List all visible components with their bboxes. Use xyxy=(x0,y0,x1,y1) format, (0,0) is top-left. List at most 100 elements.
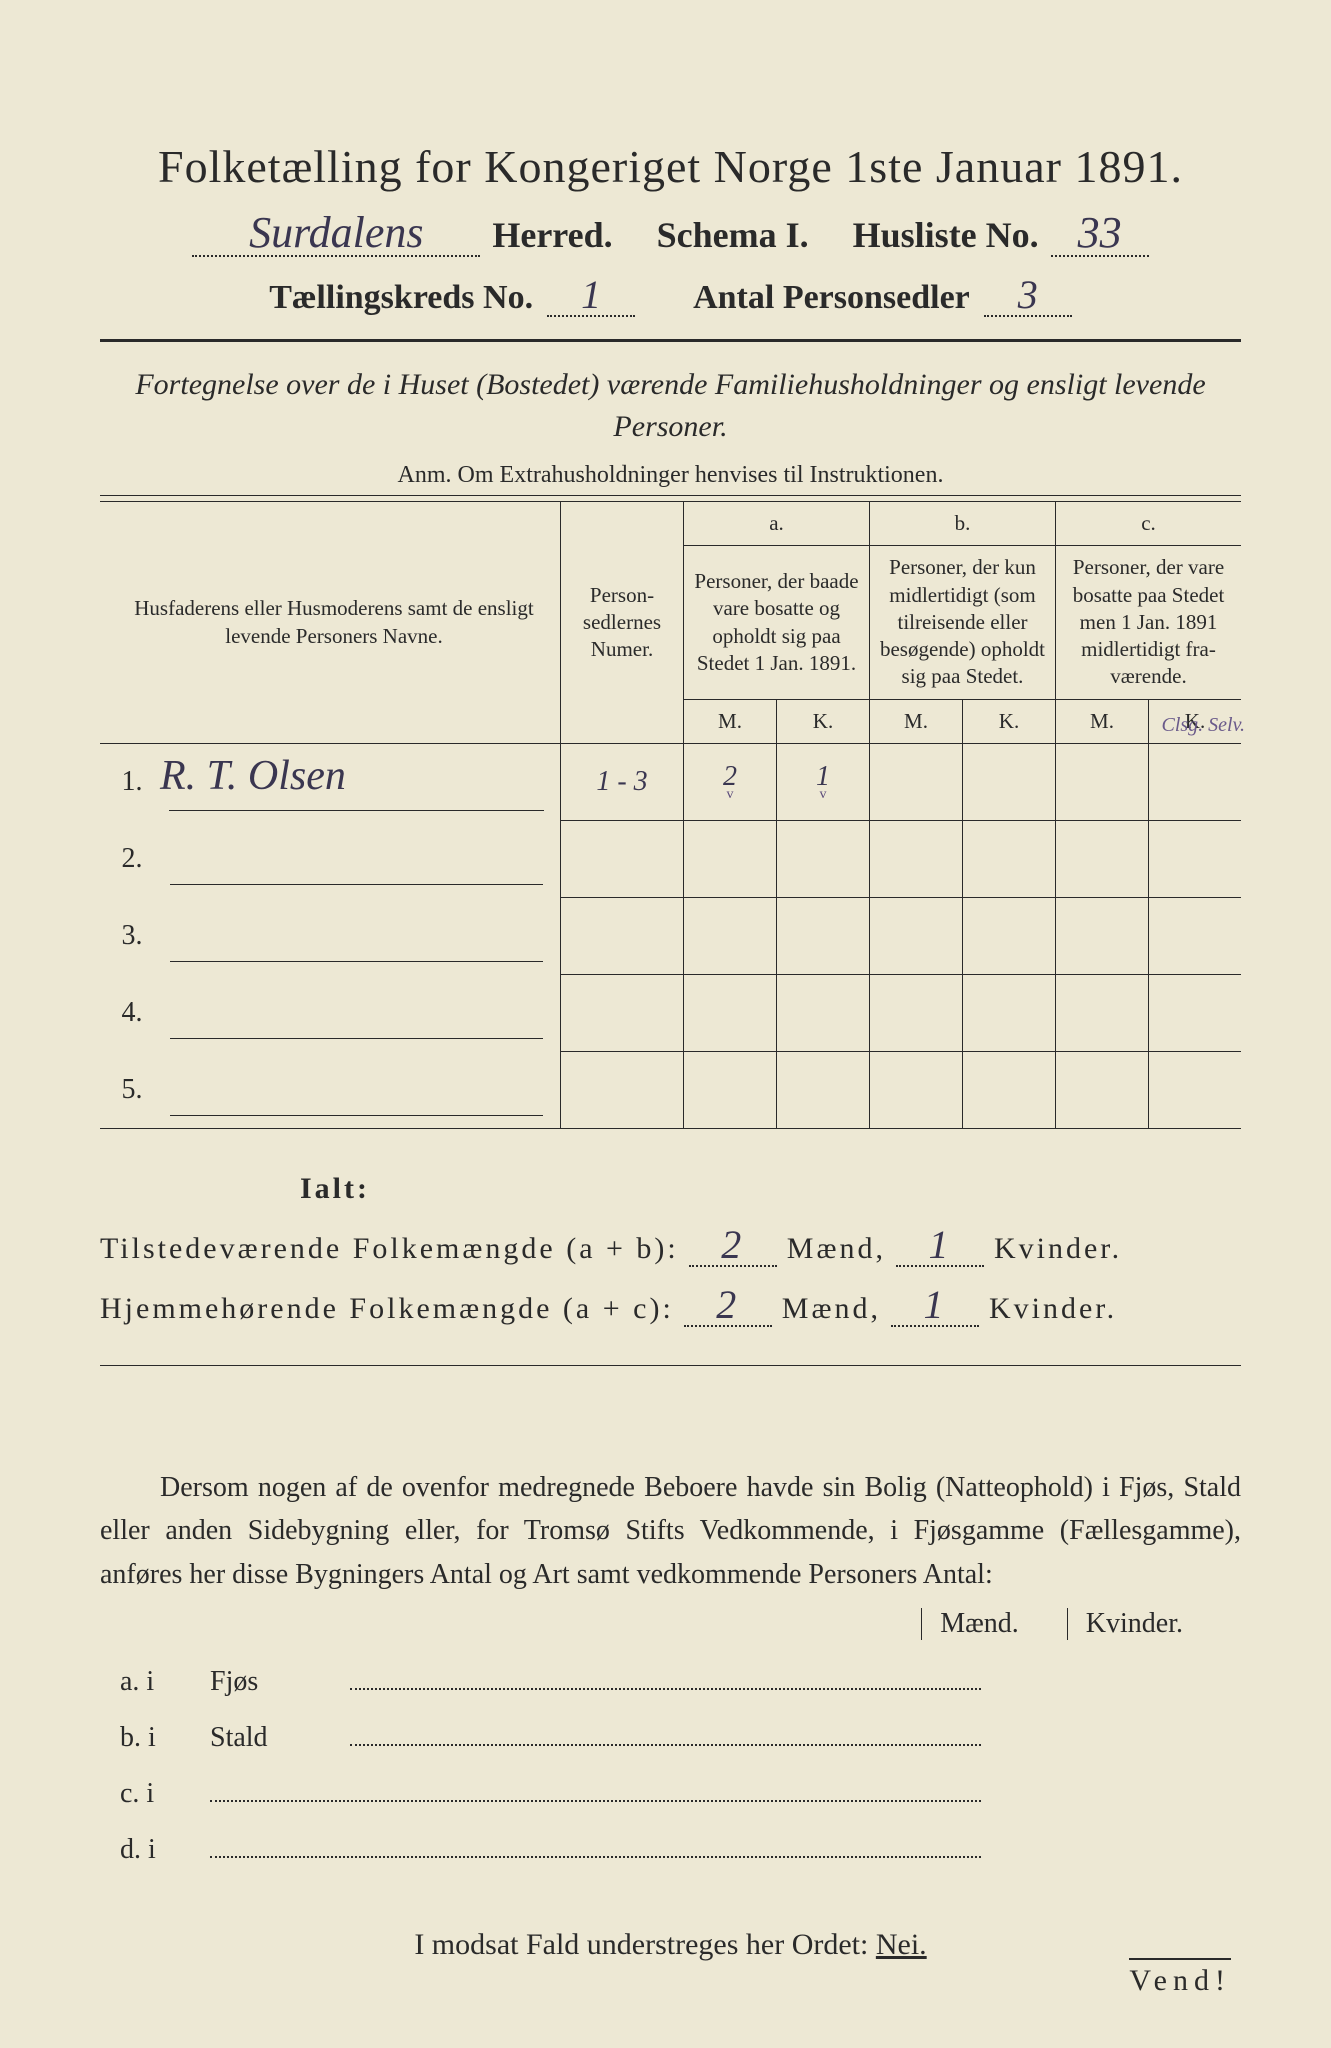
col-bm: M. xyxy=(870,699,963,743)
item-word: Stald xyxy=(210,1710,350,1766)
row-cm xyxy=(1056,821,1149,898)
dotted-line xyxy=(210,1831,981,1858)
row-am: 2v xyxy=(684,744,777,821)
item-lead: d. i xyxy=(100,1822,210,1878)
row-cm xyxy=(1056,898,1149,975)
col-bk: K. xyxy=(963,699,1056,743)
row-am xyxy=(684,975,777,1052)
personsedler-value: 3 xyxy=(984,275,1072,317)
col-a-desc: Personer, der baade vare bosatte og opho… xyxy=(684,546,870,699)
row-ak: 1v xyxy=(777,744,870,821)
row-am xyxy=(684,821,777,898)
kreds-value: 1 xyxy=(547,275,635,317)
row-name-cell xyxy=(153,821,561,898)
col-ak: K. xyxy=(777,699,870,743)
col-cm: M. xyxy=(1056,699,1149,743)
table-row: 5. xyxy=(100,1052,1241,1129)
item-lead: c. i xyxy=(100,1766,210,1822)
list-item: a. i Fjøs xyxy=(100,1654,1241,1710)
row-ak xyxy=(777,975,870,1052)
list-item: d. i xyxy=(100,1822,1241,1878)
row-ck xyxy=(1149,975,1242,1052)
row-numer: 1 - 3 xyxy=(561,744,684,821)
totals-m2: 2 xyxy=(684,1285,772,1327)
row-num: 2. xyxy=(100,821,153,898)
kvinder-label: Kvinder. xyxy=(989,1279,1117,1339)
row-bk xyxy=(963,975,1056,1052)
divider xyxy=(100,1365,1241,1366)
totals-line-resident: Hjemmehørende Folkemængde (a + c): 2 Mæn… xyxy=(100,1279,1241,1339)
row-num: 5. xyxy=(100,1052,153,1129)
item-lead: b. i xyxy=(100,1710,210,1766)
dotted-line xyxy=(350,1719,981,1746)
sidebuilding-list: a. i Fjøs b. i Stald c. i d. i xyxy=(100,1654,1241,1878)
nei-line: I modsat Fald understreges her Ordet: Ne… xyxy=(100,1928,1241,1962)
row-ck: Clsg. Selv. xyxy=(1149,744,1242,821)
maend-label: Mænd, xyxy=(787,1219,886,1279)
totals-m1: 2 xyxy=(689,1225,777,1267)
totals-k1: 1 xyxy=(896,1225,984,1267)
row-numer xyxy=(561,1052,684,1129)
row-numer-val: 1 - 3 xyxy=(596,766,647,797)
divider xyxy=(100,495,1241,496)
list-item: c. i xyxy=(100,1766,1241,1822)
col-numer: Person­sedler­nes Numer. xyxy=(561,502,684,744)
row-num: 4. xyxy=(100,975,153,1052)
table-row: 4. xyxy=(100,975,1241,1052)
item-word: Fjøs xyxy=(210,1654,350,1710)
dotted-line xyxy=(350,1663,981,1690)
row-numer xyxy=(561,975,684,1052)
sidebuilding-text: Dersom nogen af de ovenfor medregnede Be… xyxy=(100,1472,1241,1590)
col-names-text: Husfaderens eller Husmoderens samt de en… xyxy=(134,596,533,647)
divider xyxy=(100,339,1241,342)
anm-note: Anm. Om Extrahusholdninger henvises til … xyxy=(100,462,1241,489)
row-name-cell xyxy=(153,1052,561,1129)
row-cm xyxy=(1056,975,1149,1052)
vend-label: Vend! xyxy=(1129,1958,1231,1998)
dotted-line xyxy=(210,1775,981,1802)
row-ck xyxy=(1149,821,1242,898)
household-table: Husfaderens eller Husmoderens samt de en… xyxy=(100,501,1241,1129)
totals-present-label: Tilstedeværende Folkemængde (a + b): xyxy=(100,1219,679,1279)
row-ak xyxy=(777,821,870,898)
row-ak xyxy=(777,898,870,975)
col-names: Husfaderens eller Husmoderens samt de en… xyxy=(100,502,561,744)
row-ck xyxy=(1149,1052,1242,1129)
subtitle: Fortegnelse over de i Huset (Bostedet) v… xyxy=(100,364,1241,448)
row-am xyxy=(684,898,777,975)
totals-block: Ialt: Tilstedeværende Folkemængde (a + b… xyxy=(100,1159,1241,1339)
row-num: 3. xyxy=(100,898,153,975)
maend-label: Mænd, xyxy=(782,1279,881,1339)
col-c-top: c. xyxy=(1056,502,1242,546)
herred-value: Surdalens xyxy=(192,211,480,257)
row-bm xyxy=(870,744,963,821)
row-bk xyxy=(963,1052,1056,1129)
totals-line-present: Tilstedeværende Folkemængde (a + b): 2 M… xyxy=(100,1219,1241,1279)
row-bm xyxy=(870,898,963,975)
item-lead: a. i xyxy=(100,1654,210,1710)
totals-k2: 1 xyxy=(891,1285,979,1327)
row-bk xyxy=(963,898,1056,975)
row-bm xyxy=(870,821,963,898)
divider xyxy=(100,1128,1241,1129)
row-name-cell xyxy=(153,975,561,1052)
row-num: 1. xyxy=(100,744,153,821)
row-numer xyxy=(561,821,684,898)
totals-resident-label: Hjemmehørende Folkemængde (a + c): xyxy=(100,1279,674,1339)
row-ak xyxy=(777,1052,870,1129)
mk-header: Mænd. Kvinder. xyxy=(100,1608,1241,1640)
schema-label: Schema I. xyxy=(657,214,809,256)
col-am: M. xyxy=(684,699,777,743)
nei-text: I modsat Fald understreges her Ordet: xyxy=(414,1928,876,1961)
personsedler-label: Antal Personsedler xyxy=(693,279,970,317)
husliste-label: Husliste No. xyxy=(853,214,1039,256)
margin-note: Clsg. Selv. xyxy=(1161,714,1245,737)
title-block: Folketælling for Kongeriget Norge 1ste J… xyxy=(100,140,1241,317)
col-b-desc: Personer, der kun midler­tidigt (som til… xyxy=(870,546,1056,699)
nei-word: Nei. xyxy=(876,1928,927,1961)
sidebuilding-paragraph: Dersom nogen af de ovenfor medregnede Be… xyxy=(100,1466,1241,1596)
main-title: Folketælling for Kongeriget Norge 1ste J… xyxy=(100,140,1241,193)
row-numer xyxy=(561,898,684,975)
counts-line: Tællingskreds No. 1 Antal Personsedler 3 xyxy=(100,275,1241,317)
row-am xyxy=(684,1052,777,1129)
